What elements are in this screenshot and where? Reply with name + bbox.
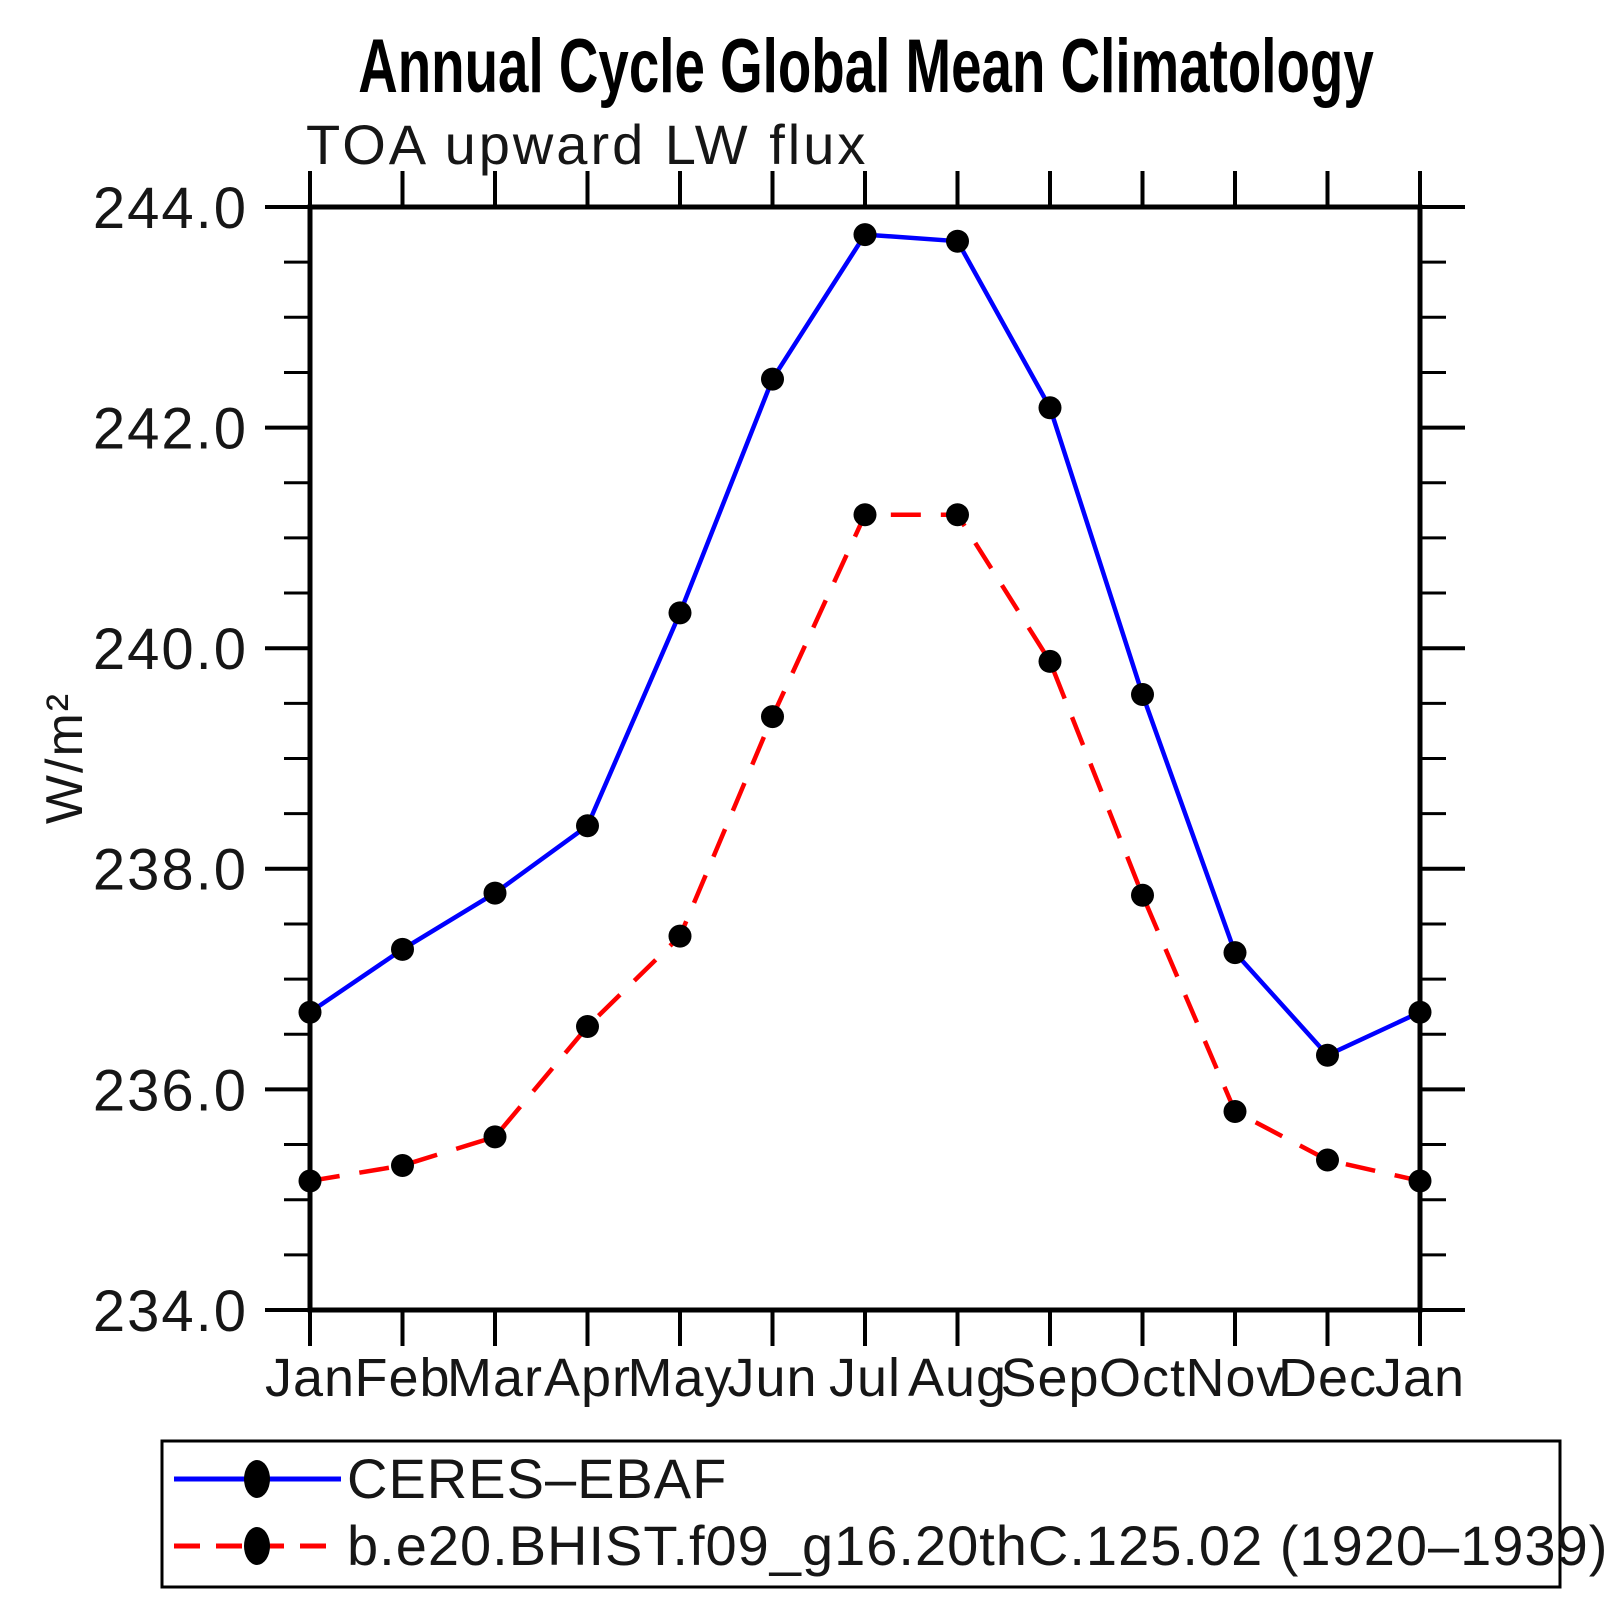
legend-swatch-marker <box>244 1527 270 1565</box>
y-axis-label: W/m² <box>36 692 94 824</box>
data-point-marker <box>946 229 969 253</box>
data-point-marker <box>298 1169 322 1193</box>
x-tick-label: Jun <box>727 1348 817 1408</box>
series-line-0 <box>308 232 1421 1058</box>
chart-title-group: Annual Cycle Global Mean Climatology <box>358 24 1374 109</box>
x-tick-label: Nov <box>1185 1348 1284 1408</box>
legend-label-obs: CERES–EBAF <box>347 1447 727 1510</box>
x-tick-label: Sep <box>1000 1348 1099 1408</box>
chart-subtitle: TOA upward LW flux <box>306 113 868 176</box>
data-point-marker <box>391 1154 414 1178</box>
data-point-marker <box>576 1015 599 1039</box>
data-point-marker <box>761 367 784 391</box>
legend <box>160 1439 1562 1589</box>
legend-swatch-marker <box>244 1460 270 1498</box>
data-point-marker <box>668 924 692 948</box>
data-point-marker <box>298 1000 322 1024</box>
data-point-marker <box>761 705 784 729</box>
data-point-marker <box>1223 941 1247 965</box>
x-tick-label: Aug <box>908 1348 1007 1408</box>
data-point-marker <box>946 503 969 527</box>
x-tick-label: Jul <box>829 1348 901 1408</box>
legend-box <box>160 1439 1562 1589</box>
data-point-marker <box>1408 1000 1432 1024</box>
data-point-marker <box>1316 1043 1339 1067</box>
data-point-marker <box>853 503 877 527</box>
data-point-marker <box>391 937 414 961</box>
y-tick-label: 238.0 <box>93 838 248 903</box>
x-tick-label: Oct <box>1099 1348 1186 1408</box>
data-point-marker <box>1223 1099 1247 1123</box>
data-series <box>298 223 1432 1193</box>
data-point-marker <box>1408 1169 1432 1193</box>
data-point-marker <box>853 223 877 247</box>
data-point-marker <box>483 881 507 905</box>
data-point-marker <box>1131 683 1154 707</box>
x-tick-label: Mar <box>447 1348 543 1408</box>
series-line-1 <box>309 512 1421 1184</box>
data-point-marker <box>483 1125 507 1149</box>
data-point-marker <box>1038 396 1062 420</box>
data-point-marker <box>668 601 692 625</box>
y-axis-label-group: W/m² <box>36 692 94 824</box>
x-tick-label: Dec <box>1278 1348 1377 1408</box>
data-point-marker <box>1316 1148 1339 1172</box>
y-tick-label: 236.0 <box>93 1058 248 1123</box>
x-tick-label: May <box>627 1348 732 1408</box>
data-point-marker <box>1038 649 1062 673</box>
x-tick-label: Feb <box>354 1348 450 1408</box>
y-tick-label: 244.0 <box>93 176 248 241</box>
data-point-marker <box>576 814 599 838</box>
y-tick-label: 234.0 <box>93 1279 248 1344</box>
legend-label-model: b.e20.BHIST.f09_g16.20thC.125.02 (1920–1… <box>347 1514 1608 1577</box>
x-tick-label: Apr <box>544 1348 631 1408</box>
x-tick-label: Jan <box>1375 1348 1465 1408</box>
y-tick-label: 242.0 <box>93 396 248 461</box>
y-tick-label: 240.0 <box>93 617 248 682</box>
chart-title: Annual Cycle Global Mean Climatology <box>358 24 1374 109</box>
data-point-marker <box>1131 883 1154 907</box>
x-tick-label: Jan <box>265 1348 355 1408</box>
